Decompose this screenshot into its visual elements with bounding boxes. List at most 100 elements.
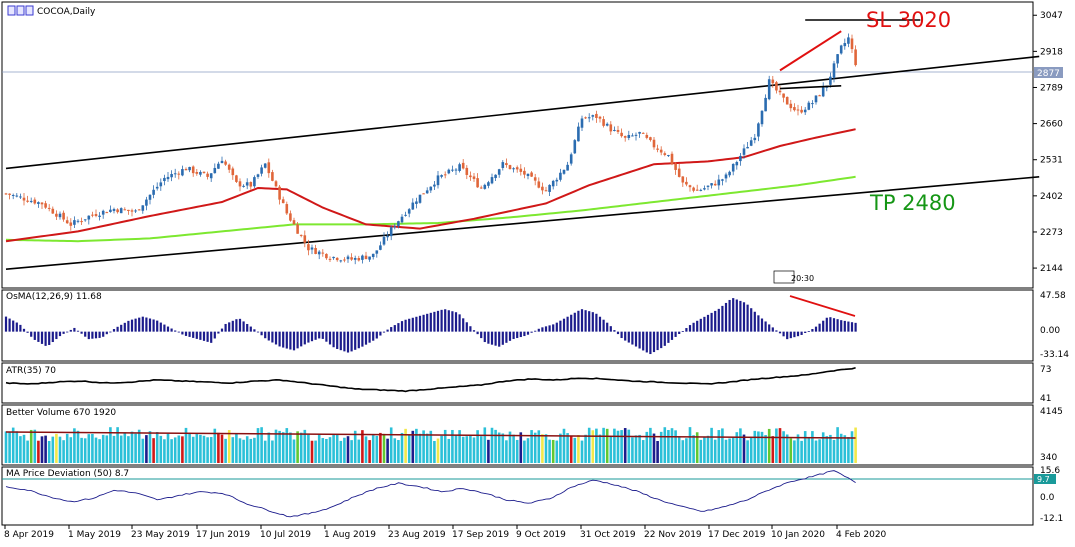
candle-body: [692, 187, 695, 191]
candle-body: [87, 215, 91, 220]
candle-body: [37, 202, 40, 204]
volume-bar: [706, 435, 710, 463]
osma-bar: [220, 328, 224, 332]
volume-bar: [436, 438, 440, 463]
osma-bar: [195, 331, 198, 339]
candle: [706, 185, 710, 191]
atr-layer: [5, 366, 856, 393]
volume-bar: [573, 437, 577, 463]
candle: [119, 207, 123, 214]
candle: [47, 204, 51, 212]
osma-bar: [66, 331, 69, 333]
candle: [854, 45, 857, 67]
candle-body: [407, 209, 411, 214]
osma-bar: [238, 318, 242, 332]
chart-title: COCOA,Daily: [7, 5, 96, 17]
candle: [415, 197, 418, 209]
osma-bar: [400, 321, 404, 332]
candle-body: [422, 193, 425, 195]
ma-long-line: [5, 175, 856, 243]
osma-bar: [368, 331, 371, 343]
volume-bar: [555, 440, 559, 463]
candle-body: [40, 202, 44, 205]
osma-bar: [739, 300, 742, 332]
volume-bar: [451, 429, 454, 463]
osma-bar: [206, 331, 209, 342]
candle: [436, 170, 440, 189]
osma-bar: [76, 330, 80, 332]
osma-bar: [87, 331, 90, 340]
candle-body: [789, 103, 793, 109]
candle: [677, 163, 681, 178]
candle: [328, 256, 332, 263]
candle-body: [695, 189, 699, 191]
candle-body: [166, 176, 170, 180]
x-tick-label: 8 Apr 2019: [4, 530, 54, 540]
candle-body: [199, 171, 202, 175]
candle-body: [415, 201, 418, 204]
candle: [213, 163, 217, 174]
osma-bar: [613, 330, 616, 332]
osma-bar: [386, 329, 389, 332]
candle-body: [760, 110, 764, 125]
osma-bar: [811, 329, 814, 332]
candle: [548, 184, 551, 197]
volume-bar: [512, 434, 515, 463]
osma-bar: [249, 326, 252, 332]
window-icon-2: [16, 5, 25, 16]
osma-bar: [202, 331, 206, 341]
candle-body: [8, 193, 11, 195]
x-tick-label: 31 Oct 2019: [580, 530, 636, 540]
x-tick-label: 17 Jun 2019: [196, 530, 250, 540]
volume-average-line: [5, 431, 856, 439]
candle-body: [26, 200, 29, 202]
volume-bar: [227, 430, 231, 463]
osma-bar: [256, 331, 260, 333]
volume-bar: [695, 432, 699, 463]
volume-bar: [404, 428, 407, 463]
osma-bar: [184, 331, 188, 336]
volume-bar: [821, 432, 825, 463]
candle: [343, 257, 346, 263]
candle: [15, 193, 19, 198]
osma-bar: [397, 323, 400, 332]
price-tick-label: 2789: [1040, 83, 1063, 93]
candle-body: [656, 148, 659, 150]
candle-body: [717, 179, 721, 186]
candle: [4, 192, 8, 195]
volume-bar: [37, 440, 40, 463]
candle: [217, 161, 220, 169]
candle-body: [346, 256, 350, 260]
volume-bar: [317, 433, 321, 463]
candle: [519, 164, 523, 176]
candle: [159, 178, 163, 191]
volume-bar: [119, 435, 123, 463]
candle: [375, 250, 379, 258]
candle: [112, 207, 116, 214]
osma-bar: [94, 331, 98, 339]
candle: [674, 162, 677, 175]
volume-bar: [652, 433, 656, 463]
candle: [346, 254, 350, 263]
deviation-current-badge: 9.7: [1034, 474, 1056, 484]
osma-bar: [84, 331, 87, 337]
volume-bar: [235, 433, 238, 463]
candle: [130, 208, 134, 217]
candle-body: [465, 167, 469, 175]
volume-bar: [793, 440, 796, 463]
candle-body: [332, 256, 335, 259]
candle: [645, 132, 649, 140]
volume-bar: [163, 439, 166, 463]
candle: [836, 54, 839, 68]
candle: [483, 183, 487, 190]
candle: [134, 209, 137, 214]
candle-body: [335, 257, 339, 261]
candle-body: [19, 196, 22, 198]
candle: [357, 255, 361, 262]
candle-body: [425, 190, 429, 194]
candle: [829, 72, 832, 88]
candle-body: [411, 202, 415, 210]
volume-bar: [4, 431, 8, 463]
osma-bar: [638, 331, 641, 349]
osma-bar: [588, 311, 591, 332]
